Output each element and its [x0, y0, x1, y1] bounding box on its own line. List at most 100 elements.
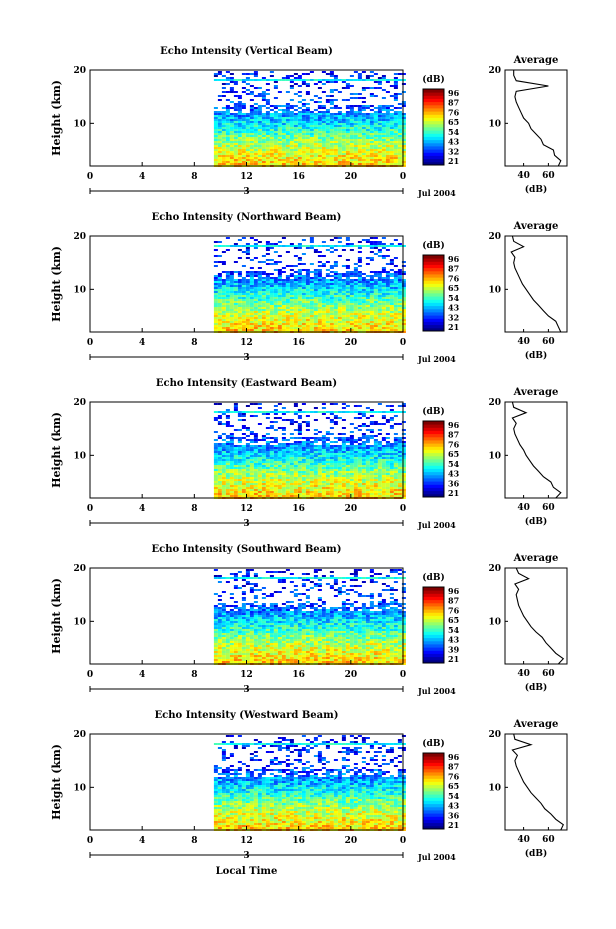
- heatmap-cell: [265, 281, 270, 283]
- heatmap-cell: [305, 299, 310, 301]
- heatmap-cell: [385, 115, 390, 117]
- heatmap-cell: [321, 119, 326, 121]
- heatmap-cell: [381, 237, 386, 239]
- heatmap-cell: [273, 477, 278, 479]
- heatmap-cell: [341, 99, 346, 101]
- heatmap-cell: [217, 311, 222, 313]
- heatmap-cell: [233, 495, 238, 497]
- heatmap-cell: [389, 263, 394, 265]
- heatmap-cell: [309, 327, 314, 329]
- heatmap-cell: [241, 105, 246, 107]
- heatmap-cell: [245, 123, 250, 125]
- heatmap-cell: [321, 299, 326, 301]
- heatmap-cell: [365, 163, 370, 165]
- heatmap-cell: [309, 321, 314, 323]
- heatmap-cell: [249, 111, 254, 113]
- heatmap-cell: [225, 159, 230, 161]
- heatmap-cell: [357, 307, 362, 309]
- heatmap-cell: [225, 287, 230, 289]
- heatmap-cell: [361, 481, 366, 483]
- heatmap-cell: [369, 465, 374, 467]
- heatmap-cell: [241, 161, 246, 163]
- heatmap-cell: [225, 417, 230, 419]
- heatmap-cell: [365, 303, 370, 305]
- heatmap-cell: [361, 79, 366, 81]
- heatmap-cell: [349, 111, 354, 113]
- heatmap-cell: [309, 447, 314, 449]
- heatmap-cell: [253, 433, 258, 435]
- heatmap-cell: [213, 293, 218, 295]
- heatmap-cell: [301, 475, 306, 477]
- heatmap-cell: [237, 275, 242, 277]
- heatmap-cell: [385, 421, 390, 423]
- heatmap-cell: [329, 313, 334, 315]
- heatmap-cell: [309, 71, 314, 73]
- colorbar-segment: [423, 89, 444, 93]
- heatmap-cell: [233, 321, 238, 323]
- heatmap-cell: [389, 309, 394, 311]
- heatmap-cell: [353, 287, 358, 289]
- heatmap-cell: [373, 313, 378, 315]
- heatmap-cell: [349, 127, 354, 129]
- heatmap-cell: [321, 107, 326, 109]
- x-tick-label: 8: [191, 338, 197, 348]
- heatmap-cell: [225, 293, 230, 295]
- heatmap-cell: [377, 137, 382, 139]
- heatmap-cell: [333, 437, 338, 439]
- heatmap-cell: [213, 493, 218, 495]
- heatmap-cell: [357, 113, 362, 115]
- heatmap-cell: [389, 303, 394, 305]
- heatmap-cell: [221, 131, 226, 133]
- heatmap-cell: [241, 483, 246, 485]
- heatmap-cell: [277, 147, 282, 149]
- heatmap-cell: [233, 445, 238, 447]
- heatmap-cell: [313, 147, 318, 149]
- heatmap-cell: [305, 93, 310, 95]
- heatmap-cell: [309, 483, 314, 485]
- heatmap-cell: [353, 135, 358, 137]
- heatmap-cell: [377, 403, 382, 405]
- heatmap-cell: [349, 451, 354, 453]
- heatmap-cell: [233, 107, 238, 109]
- heatmap-cell: [229, 463, 234, 465]
- heatmap-cell: [353, 481, 358, 483]
- heatmap-cell: [265, 125, 270, 127]
- heatmap-cell: [321, 479, 326, 481]
- heatmap-cell: [229, 477, 234, 479]
- heatmap-cell: [277, 163, 282, 165]
- heatmap-cell: [285, 153, 290, 155]
- heatmap-cell: [217, 477, 222, 479]
- heatmap-cell: [309, 123, 314, 125]
- heatmap-cell: [249, 275, 254, 277]
- heatmap-cell: [257, 87, 262, 89]
- heatmap-cell: [241, 265, 246, 267]
- heatmap-cell: [253, 323, 258, 325]
- heatmap-cell: [345, 295, 350, 297]
- heatmap-cell: [221, 461, 226, 463]
- heatmap-cell: [305, 149, 310, 151]
- heatmap-cell: [305, 487, 310, 489]
- heatmap-cell: [293, 247, 298, 249]
- heatmap-cell: [337, 463, 342, 465]
- heatmap-cell: [325, 295, 330, 297]
- heatmap-cell: [349, 107, 354, 109]
- heatmap-cell: [341, 273, 346, 275]
- heatmap-cell: [341, 79, 346, 81]
- heatmap-cell: [297, 467, 302, 469]
- heatmap-cell: [225, 441, 230, 443]
- heatmap-cell: [389, 297, 394, 299]
- heatmap-cell: [261, 321, 266, 323]
- heatmap-cell: [325, 245, 330, 247]
- heatmap-cell: [357, 425, 362, 427]
- heatmap-cell: [349, 151, 354, 153]
- heatmap-cell: [301, 469, 306, 471]
- heatmap-cell: [301, 285, 306, 287]
- heatmap-cell: [273, 153, 278, 155]
- heatmap-cell: [213, 325, 218, 327]
- heatmap-cell: [389, 301, 394, 303]
- heatmap-cell: [377, 123, 382, 125]
- heatmap-cell: [221, 245, 226, 247]
- heatmap-cell: [281, 117, 286, 119]
- heatmap-cell: [233, 83, 238, 85]
- heatmap-cell: [297, 307, 302, 309]
